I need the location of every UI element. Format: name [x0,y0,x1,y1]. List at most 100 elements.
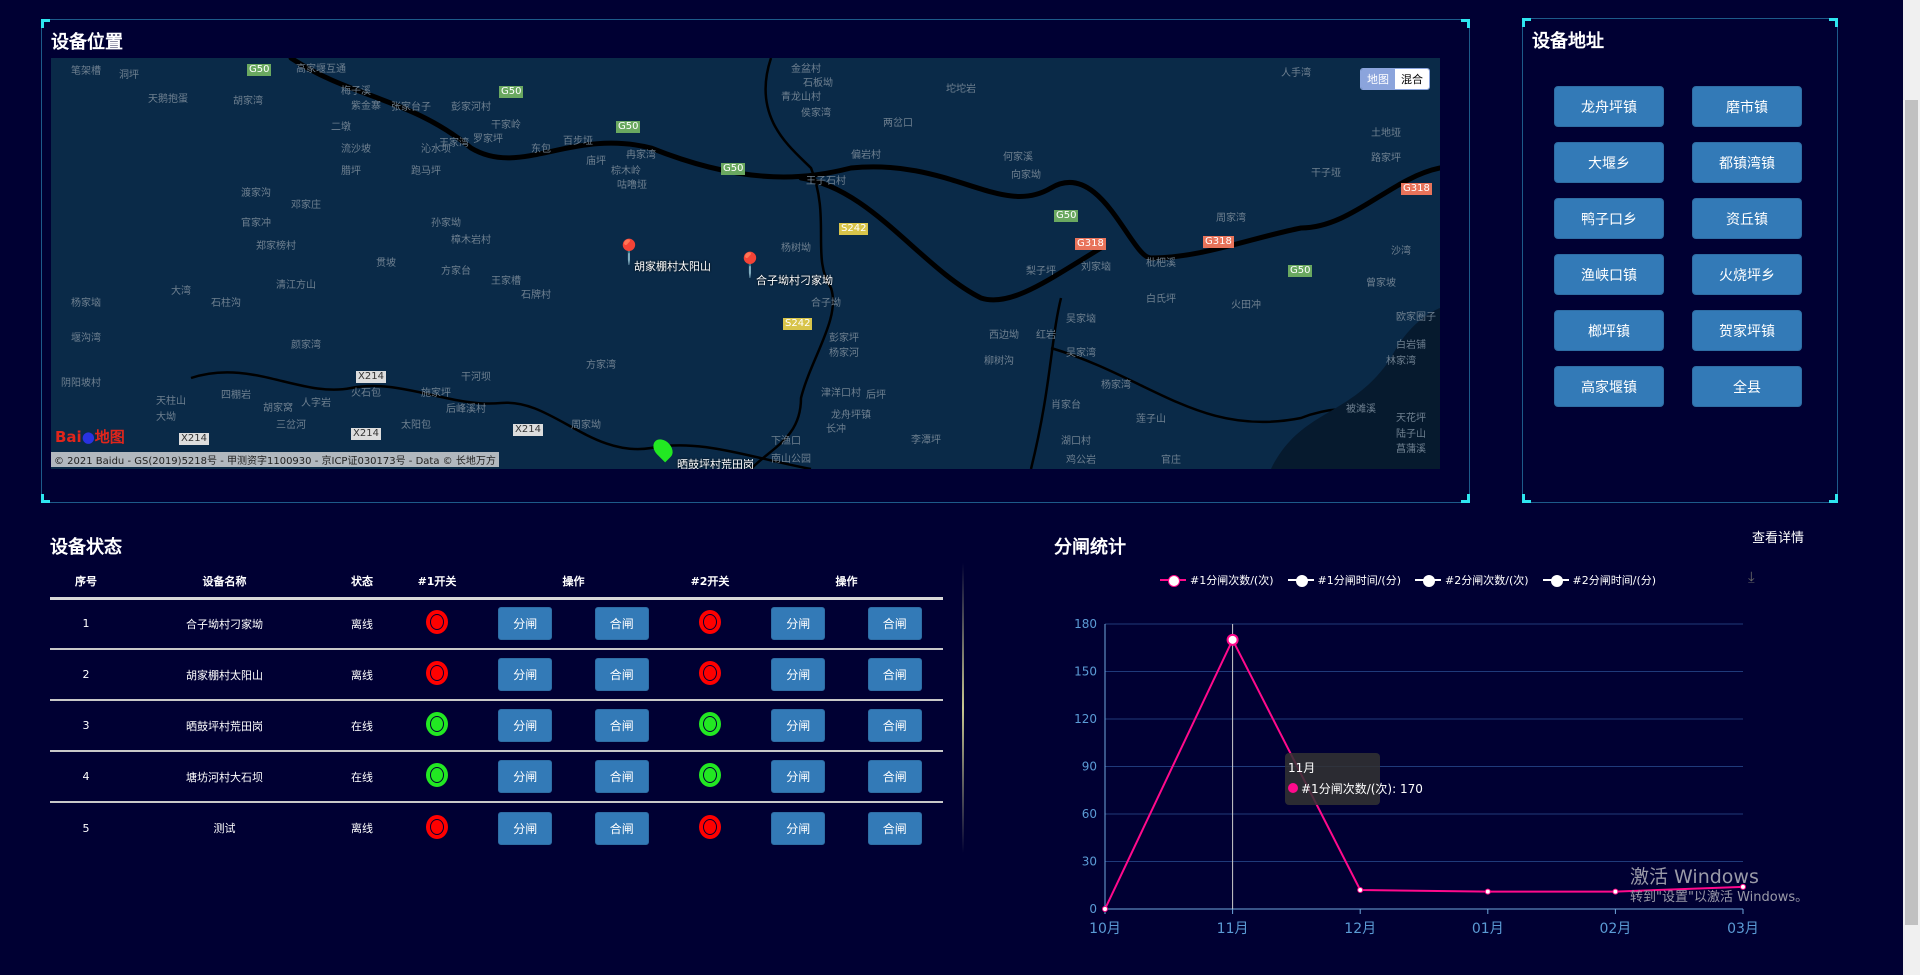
op1-cell: 分闸 合闸 [477,649,670,701]
op1-cell: 分闸 合闸 [477,700,670,752]
map-place-label: 下渔口 [771,436,801,447]
legend-item[interactable]: #2分闸次数/(次) [1415,572,1529,588]
data-point [1226,633,1239,646]
download-icon[interactable]: ⤓ [1748,568,1755,586]
scrollbar-thumb[interactable] [1905,100,1918,925]
map-place-label: 渡家沟 [241,188,271,199]
legend-item[interactable]: #1分闸次数/(次) [1160,572,1274,588]
road-badge: X214 [356,371,386,383]
address-button[interactable]: 高家堰镇 [1554,366,1664,407]
page-scrollbar[interactable] [1903,0,1920,975]
address-button[interactable]: 龙舟坪镇 [1554,86,1664,127]
row-no: 2 [50,649,122,701]
road-badge: X214 [179,433,209,445]
marker-label[interactable]: 晒鼓坪村荒田岗 [677,458,754,469]
switch2-open-button[interactable]: 分闸 [771,760,826,793]
address-button[interactable]: 火烧坪乡 [1692,254,1802,295]
map-place-label: 流沙坡 [341,144,371,155]
switch1-close-button[interactable]: 合闸 [594,709,649,742]
address-button[interactable]: 都镇湾镇 [1692,142,1802,183]
switch2-open-button[interactable]: 分闸 [771,811,826,845]
device-status: 离线 [351,822,373,835]
switch2-indicator-icon [699,712,721,736]
series-line [1104,637,1744,910]
switch2-close-button[interactable]: 合闸 [867,760,922,793]
map-place-label: 火石包 [351,388,381,399]
legend-item[interactable]: #2分闸时间/(分) [1542,572,1656,588]
address-button[interactable]: 磨市镇 [1692,86,1802,127]
map-place-label: 四棚岩 [221,390,251,401]
map-copyright: © 2021 Baidu - GS(2019)5218号 - 甲测资字11009… [51,452,499,467]
view-details-link[interactable]: 查看详情 [1752,531,1805,546]
switch2-close-button[interactable]: 合闸 [867,658,922,691]
chart-tooltip: 11月 #1分闸次数/(次): 170 [1285,753,1423,805]
map-place-label: 白岩铺 [1396,340,1426,351]
map-place-label: 大坳 [156,412,176,423]
map-place-label: 棕木岭 [611,166,641,177]
map-place-label: 欧家圈子 [1396,312,1436,323]
switch1-close-button[interactable]: 合闸 [594,760,649,793]
table-row: 4 塘坊河村大石坝 在线 分闸 合闸 分闸 合闸 [50,751,943,803]
map-place-label: 火田冲 [1231,300,1261,311]
device-status-table: 序号 设备名称 状态 #1开关 操作 #2开关 操作 1 合子坳村刁家坳 离线 分闸合… [50,566,943,853]
map-place-label: 杨家河 [829,348,859,359]
address-button[interactable]: 榔坪镇 [1554,310,1664,351]
map-place-label: 后坪 [866,390,886,401]
switch1-cell [397,802,477,853]
op2-cell: 分闸 合闸 [750,649,943,701]
address-button[interactable]: 全县 [1692,366,1802,407]
map-type-hybrid[interactable]: 混合 [1395,69,1429,89]
x-tick-label: 03月 [1727,921,1759,937]
map-marker-icon[interactable]: 📍 [735,251,765,279]
map-place-label: 红岩 [1036,330,1056,341]
op1-cell: 分闸 合闸 [477,598,670,650]
marker-label[interactable]: 胡家棚村太阳山 [634,260,711,273]
map-place-label: 周家坳 [571,420,601,431]
map-place-label: 孙家坳 [431,218,461,229]
switch2-open-button[interactable]: 分闸 [771,658,826,691]
y-tick-label: 120 [1074,712,1097,726]
address-button[interactable]: 大堰乡 [1554,142,1664,183]
marker-label[interactable]: 合子坳村刁家坳 [756,274,833,287]
address-button[interactable]: 渔峡口镇 [1554,254,1664,295]
switch1-open-button[interactable]: 分闸 [498,811,553,845]
switch2-open-button[interactable]: 分闸 [771,709,826,742]
switch2-close-button[interactable]: 合闸 [867,607,922,641]
y-tick-label: 150 [1074,665,1097,679]
map-place-label: 杨树坳 [781,243,811,254]
baidu-map[interactable]: 笔架槽 洞坪 天鹅抱蛋 胡家湾 高家堰互通 梅子溪 紫金寨 二墩 张家台子 彭家河村 干家岭 王家湾罗… [51,58,1440,469]
map-marker-icon[interactable]: 📍 [614,238,644,266]
map-place-label: 洞坪 [119,70,139,81]
map-place-label: 两岔口 [883,118,913,129]
road-badge: G50 [1054,210,1079,222]
map-place-label: 杨家垴 [71,298,101,309]
switch1-indicator-icon [426,661,448,685]
address-button[interactable]: 资丘镇 [1692,198,1802,239]
switch1-open-button[interactable]: 分闸 [498,709,553,742]
switch2-close-button[interactable]: 合闸 [867,811,922,845]
map-place-label: 跑马坪 [411,166,441,177]
address-button[interactable]: 贺家坪镇 [1692,310,1802,351]
map-place-label: 王子石村 [806,176,846,187]
map-place-label: 后峰溪村 [446,404,486,415]
address-button[interactable]: 鸭子口乡 [1554,198,1664,239]
op2-cell: 分闸 合闸 [750,802,943,853]
map-type-map[interactable]: 地图 [1361,69,1395,89]
legend-item[interactable]: #1分闸时间/(分) [1287,572,1401,588]
device-name: 塘坊河村大石坝 [122,751,327,803]
map-place-label: 石牌村 [521,290,551,301]
x-tick-label: 10月 [1089,921,1121,937]
windows-watermark: 激活 Windows [1630,866,1759,888]
switch2-open-button[interactable]: 分闸 [771,607,826,641]
device-status: 在线 [327,751,397,803]
switch1-close-button[interactable]: 合闸 [594,811,649,845]
map-place-label: 莲子山 [1136,414,1166,425]
switch1-open-button[interactable]: 分闸 [498,658,553,691]
switch2-close-button[interactable]: 合闸 [867,709,922,742]
switch1-open-button[interactable]: 分闸 [498,760,553,793]
switch1-close-button[interactable]: 合闸 [594,658,649,691]
device-name: 合子坳村刁家坳 [122,598,327,650]
switch1-close-button[interactable]: 合闸 [594,607,649,641]
switch1-open-button[interactable]: 分闸 [498,607,553,641]
switch2-cell [670,598,750,650]
